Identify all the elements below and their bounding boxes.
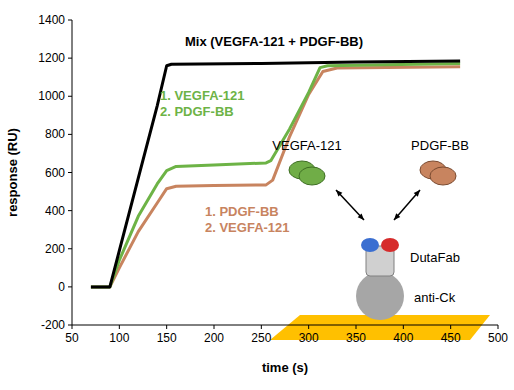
x-tick (403, 325, 404, 329)
diagram-label: DutaFab (410, 250, 460, 265)
y-axis-label: response (RU) (5, 128, 20, 217)
x-tick-label: 350 (346, 331, 366, 345)
x-tick-label: 300 (299, 331, 319, 345)
x-tick (450, 325, 451, 329)
chart: 50 100 150 200 250 300 350 400 450 500 -200 0 200 400… (0, 0, 514, 390)
y-tick-label: 1000 (38, 89, 65, 103)
x-axis (72, 325, 498, 326)
arrow-head (358, 213, 364, 220)
x-tick (498, 325, 499, 329)
series-label: Mix (VEGFA-121 + PDGF-BB) (185, 34, 363, 49)
dutafab-blue (361, 238, 379, 252)
pdgf-monomer (430, 167, 456, 185)
series-label-line: 1. PDGF-BB (205, 204, 279, 219)
y-tick-label: 1200 (38, 51, 65, 65)
y-tick-label: -200 (41, 318, 65, 332)
y-tick (68, 20, 72, 21)
x-tick (166, 325, 167, 329)
y-tick (68, 58, 72, 59)
x-tick-label: 400 (393, 331, 413, 345)
dutafab-red (381, 238, 399, 252)
series-label: 1. PDGF-BB2. VEGFA-121 (205, 204, 290, 235)
arrow-head (414, 190, 420, 197)
x-tick (214, 325, 215, 329)
x-tick (72, 325, 73, 329)
x-axis-label: time (s) (262, 360, 308, 375)
y-tick (68, 248, 72, 249)
vegfa-monomer (299, 167, 325, 185)
y-tick-label: 1400 (38, 13, 65, 27)
axes: 50 100 150 200 250 300 350 400 450 500 -200 0 200 400… (38, 13, 508, 345)
diagram-label: VEGFA-121 (272, 138, 341, 153)
arrow-head (394, 213, 400, 220)
x-tick (261, 325, 262, 329)
y-tick (68, 96, 72, 97)
x-tick-label: 200 (204, 331, 224, 345)
y-tick-label: 800 (45, 127, 65, 141)
x-tick-label: 450 (441, 331, 461, 345)
lines (91, 61, 460, 287)
y-tick (68, 134, 72, 135)
arrow (336, 190, 364, 220)
series-line (91, 61, 460, 287)
series-label-line: 1. VEGFA-121 (160, 88, 245, 103)
x-tick-label: 100 (109, 331, 129, 345)
series-label: 1. VEGFA-1212. PDGF-BB (160, 88, 245, 119)
x-tick-label: 500 (488, 331, 508, 345)
x-tick (308, 325, 309, 329)
diagram-label: anti-Ck (414, 290, 456, 305)
diagram-label: PDGF-BB (411, 138, 469, 153)
series-label-line: Mix (VEGFA-121 + PDGF-BB) (185, 34, 363, 49)
series-line (91, 63, 460, 286)
y-tick-label: 600 (45, 166, 65, 180)
y-tick (68, 210, 72, 211)
series-label-line: 2. PDGF-BB (160, 104, 234, 119)
y-tick-label: 0 (58, 280, 65, 294)
x-tick-label: 50 (65, 331, 79, 345)
arrow-head (336, 190, 342, 197)
y-tick-label: 400 (45, 204, 65, 218)
y-tick-label: 200 (45, 242, 65, 256)
y-tick (68, 325, 72, 326)
x-tick-label: 250 (251, 331, 271, 345)
series-line (91, 67, 460, 287)
series-label-line: 2. VEGFA-121 (205, 220, 290, 235)
y-tick (68, 172, 72, 173)
diagram (270, 161, 490, 340)
arrow (394, 190, 420, 220)
x-tick (119, 325, 120, 329)
x-tick (356, 325, 357, 329)
x-tick-label: 150 (157, 331, 177, 345)
anti-ck-sphere (356, 272, 404, 320)
y-tick (68, 286, 72, 287)
